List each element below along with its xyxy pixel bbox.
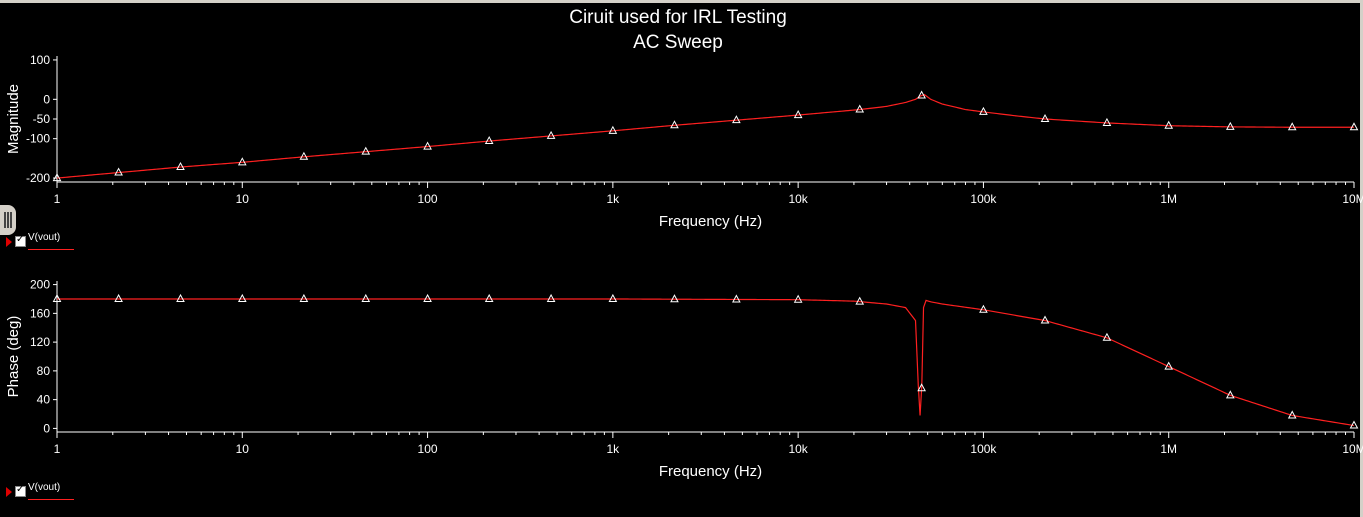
data-point-marker (608, 125, 618, 134)
series-flag-icon (6, 486, 12, 497)
x-tick-label: 10k (788, 192, 808, 206)
data-point-marker (484, 135, 494, 145)
chart-title: Ciruit used for IRL Testing (569, 7, 787, 28)
y-tick-label: 0 (43, 92, 50, 106)
data-point-marker (855, 104, 865, 113)
phase-legend[interactable]: V(vout) (6, 482, 74, 500)
magnitude-legend[interactable]: V(vout) (6, 232, 74, 250)
data-point-marker (1225, 390, 1235, 399)
data-point-marker (670, 294, 679, 303)
x-tick-label: 1k (607, 442, 621, 456)
series-flag-icon (6, 236, 12, 247)
y-tick-label: 200 (30, 278, 50, 292)
data-point-marker (855, 296, 865, 305)
x-axis-label: Frequency (Hz) (659, 463, 762, 480)
data-point-marker (793, 110, 803, 119)
data-point-marker (608, 293, 618, 302)
x-tick-label: 100 (418, 442, 438, 456)
x-tick-label: 10M (1342, 192, 1363, 206)
data-point-marker (114, 293, 123, 302)
x-tick-label: 1k (607, 192, 621, 206)
data-point-marker (979, 106, 988, 115)
data-point-marker (1164, 361, 1174, 370)
data-point-marker (237, 157, 247, 166)
data-point-marker (1225, 121, 1235, 130)
data-point-marker (1102, 117, 1112, 126)
data-point-marker (546, 130, 556, 139)
data-point-marker (917, 90, 926, 99)
data-point-marker (176, 293, 185, 302)
y-tick-label: -200 (26, 171, 50, 185)
data-point-marker (732, 294, 741, 303)
x-axis-label: Frequency (Hz) (659, 213, 762, 230)
data-point-marker (52, 293, 62, 302)
data-point-marker (1349, 122, 1359, 131)
data-point-marker (52, 173, 62, 182)
legend-label-vout: V(vout) (28, 482, 61, 493)
data-point-marker (1349, 420, 1359, 429)
data-point-marker (917, 383, 926, 392)
y-tick-label: 120 (30, 335, 50, 349)
data-point-marker (237, 293, 247, 302)
x-tick-label: 1M (1160, 192, 1177, 206)
series-checkbox[interactable] (15, 484, 26, 497)
x-tick-label: 10 (236, 442, 250, 456)
legend-label-vout: V(vout) (28, 232, 61, 243)
data-point-marker (979, 304, 988, 313)
data-point-marker (299, 293, 309, 302)
chart-subtitle: AC Sweep (633, 32, 723, 53)
x-tick-label: 1M (1160, 442, 1177, 456)
x-tick-label: 10k (788, 442, 808, 456)
data-point-marker (1287, 410, 1297, 419)
data-point-marker (1164, 120, 1174, 129)
data-point-marker (423, 293, 432, 302)
y-axis-label: Magnitude (5, 84, 22, 154)
data-point-marker (361, 146, 371, 155)
y-tick-label: -100 (26, 132, 50, 146)
window-top-border (0, 0, 1363, 3)
y-tick-label: 80 (37, 364, 51, 378)
splitter-handle[interactable] (0, 205, 16, 235)
y-tick-label: 40 (37, 393, 51, 407)
x-tick-label: 100k (970, 442, 997, 456)
data-point-marker (732, 115, 741, 124)
x-tick-label: 1 (54, 192, 61, 206)
x-tick-label: 10M (1342, 442, 1363, 456)
data-point-marker (670, 120, 679, 129)
data-point-marker (793, 294, 803, 303)
x-tick-label: 10 (236, 192, 250, 206)
data-point-marker (361, 293, 371, 302)
legend-line-swatch (28, 249, 74, 250)
legend-line-swatch (28, 499, 74, 500)
x-tick-label: 100 (418, 192, 438, 206)
magnitude-plot: 1 10 100 1k 10k 100k 1M 10M 100 0 -50 -100 -200 Frequ… (5, 53, 1363, 230)
y-tick-label: 160 (30, 306, 50, 320)
data-point-marker (114, 167, 123, 176)
data-point-marker (1040, 113, 1050, 122)
series-checkbox[interactable] (15, 234, 26, 247)
data-point-marker (484, 293, 494, 302)
x-tick-label: 1 (54, 442, 61, 456)
y-tick-label: 100 (30, 53, 50, 67)
y-tick-label: 0 (43, 421, 50, 435)
data-point-marker (1102, 332, 1112, 341)
data-point-marker (546, 293, 556, 302)
series-line-vout (57, 298, 1355, 427)
window-right-border (1360, 0, 1363, 517)
data-point-marker (1287, 122, 1297, 131)
y-axis-label: Phase (deg) (5, 316, 22, 398)
data-point-marker (1040, 315, 1050, 324)
data-point-marker (176, 161, 185, 171)
series-line-vout (56, 93, 1354, 179)
phase-plot: 1 10 100 1k 10k 100k 1M 10M 200 160 120 80 40 0 Freque… (5, 278, 1363, 480)
data-point-marker (423, 141, 432, 150)
data-point-marker (299, 151, 309, 160)
x-tick-label: 100k (970, 192, 997, 206)
y-tick-label: -50 (33, 112, 51, 126)
